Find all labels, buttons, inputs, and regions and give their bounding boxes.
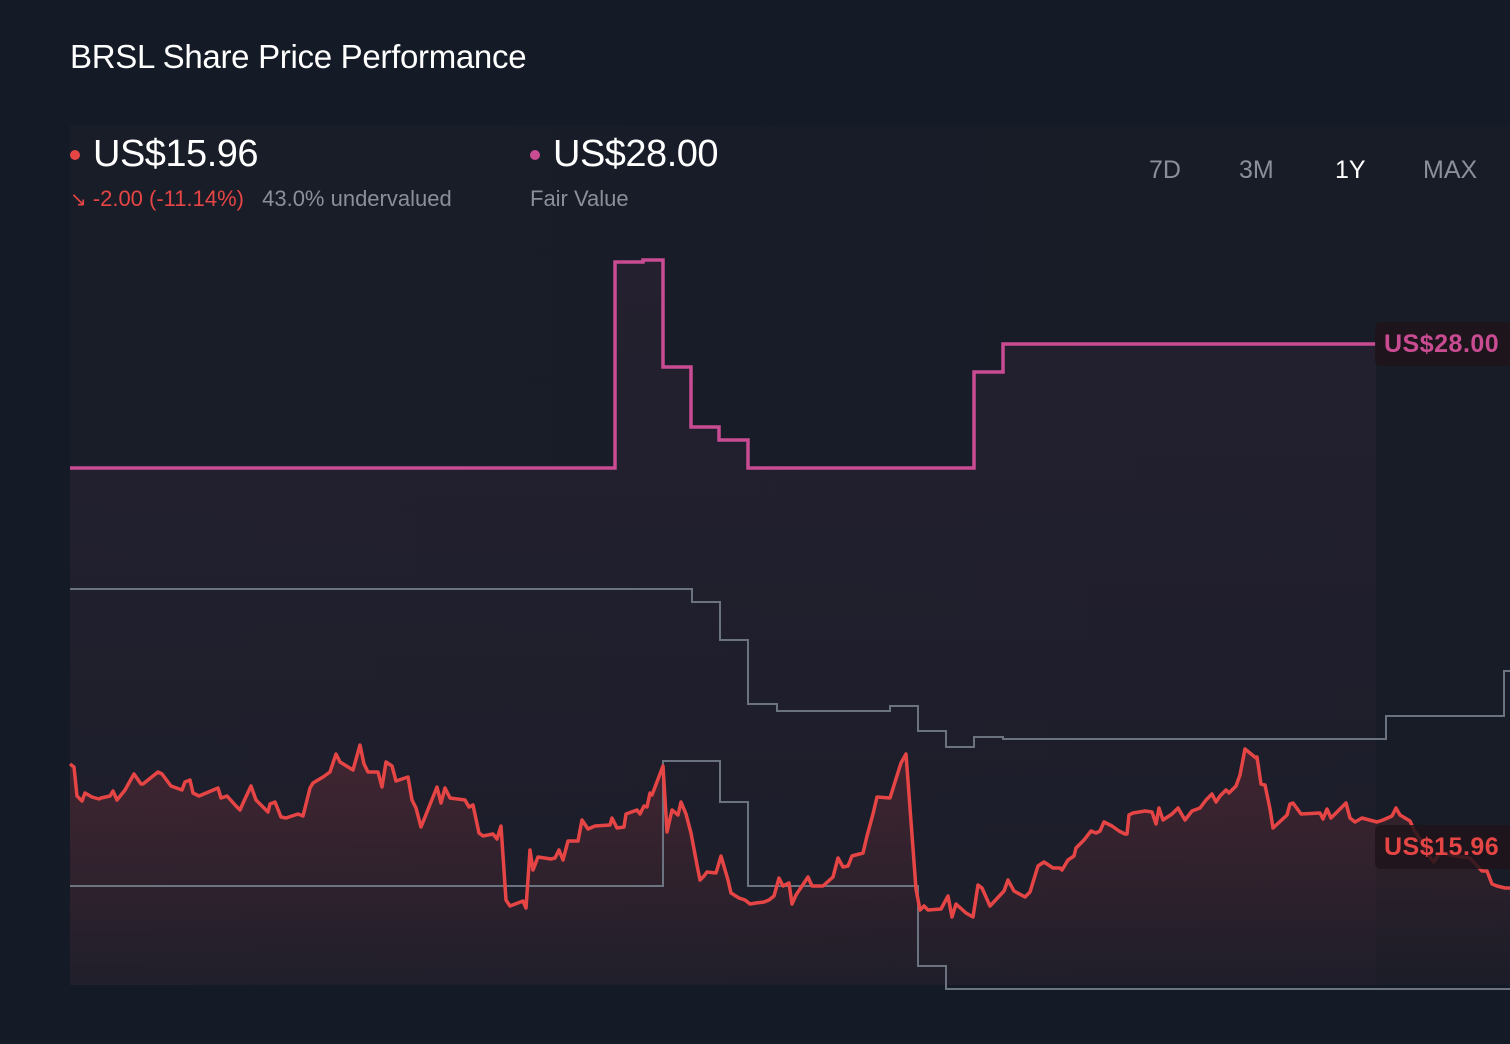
share-price-value: US$15.96 bbox=[93, 133, 259, 175]
reference-line-upper bbox=[70, 588, 1510, 748]
chart-title: BRSL Share Price Performance bbox=[70, 38, 527, 75]
valuation-label: 43.0% undervalued bbox=[262, 186, 452, 211]
fair-value-line bbox=[70, 258, 1376, 470]
range-7d-button[interactable]: 7D bbox=[1149, 156, 1181, 184]
time-range-selector: 7D 3M 1Y MAX bbox=[1130, 156, 1510, 190]
range-max-button[interactable]: MAX bbox=[1423, 156, 1478, 184]
fair-value-label: Fair Value bbox=[530, 186, 629, 211]
fair-value-legend-dot bbox=[530, 149, 540, 160]
range-1y-button[interactable]: 1Y bbox=[1335, 156, 1366, 184]
share-price-line bbox=[68, 743, 1510, 919]
fair-value-summary: US$28.00 Fair Value bbox=[530, 133, 719, 212]
price-change: -2.00 (-11.14%) bbox=[92, 186, 244, 211]
range-3m-button[interactable]: 3M bbox=[1239, 156, 1274, 184]
fair-value-value: US$28.00 bbox=[553, 133, 719, 175]
fair-value-tag: US$28.00 bbox=[1375, 322, 1510, 366]
share-price-tag: US$15.96 bbox=[1375, 825, 1510, 869]
price-legend-dot bbox=[70, 149, 80, 160]
share-price-summary: US$15.96 ↘ -2.00 (-11.14%) 43.0% underval… bbox=[70, 133, 452, 212]
down-arrow-icon: ↘ bbox=[70, 189, 87, 211]
